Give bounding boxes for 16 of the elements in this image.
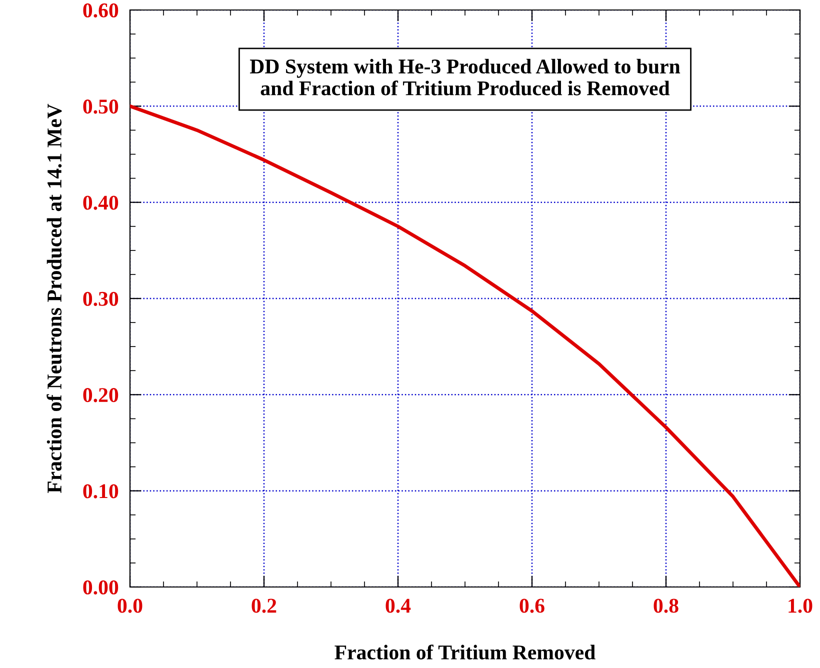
y-axis-title: Fraction of Neutrons Produced at 14.1 MeV	[46, 104, 62, 494]
x-tick-label: 0.8	[654, 598, 678, 613]
y-tick-label: 0.20	[83, 388, 118, 402]
x-tick-label: 0.0	[118, 598, 142, 613]
x-tick-label: 0.6	[520, 598, 544, 613]
x-tick-label: 0.4	[386, 598, 411, 613]
y-tick-label: 0.50	[83, 100, 118, 114]
y-tick-label: 0.10	[83, 484, 118, 498]
text: DD System with He-3 Produced Allowed to burn and Fraction of Tritium Produced is Removed	[250, 58, 680, 96]
y-tick-label: 0.40	[83, 196, 118, 210]
y-tick-label: 0.60	[83, 3, 118, 18]
x-tick-label: 0.2	[252, 598, 276, 613]
y-tick-label: 0.00	[83, 580, 118, 595]
x-tick-label: 1.0	[788, 598, 812, 613]
x-axis-title: Fraction of Tritium Removed	[334, 644, 596, 660]
y-tick-label: 0.30	[83, 292, 118, 306]
